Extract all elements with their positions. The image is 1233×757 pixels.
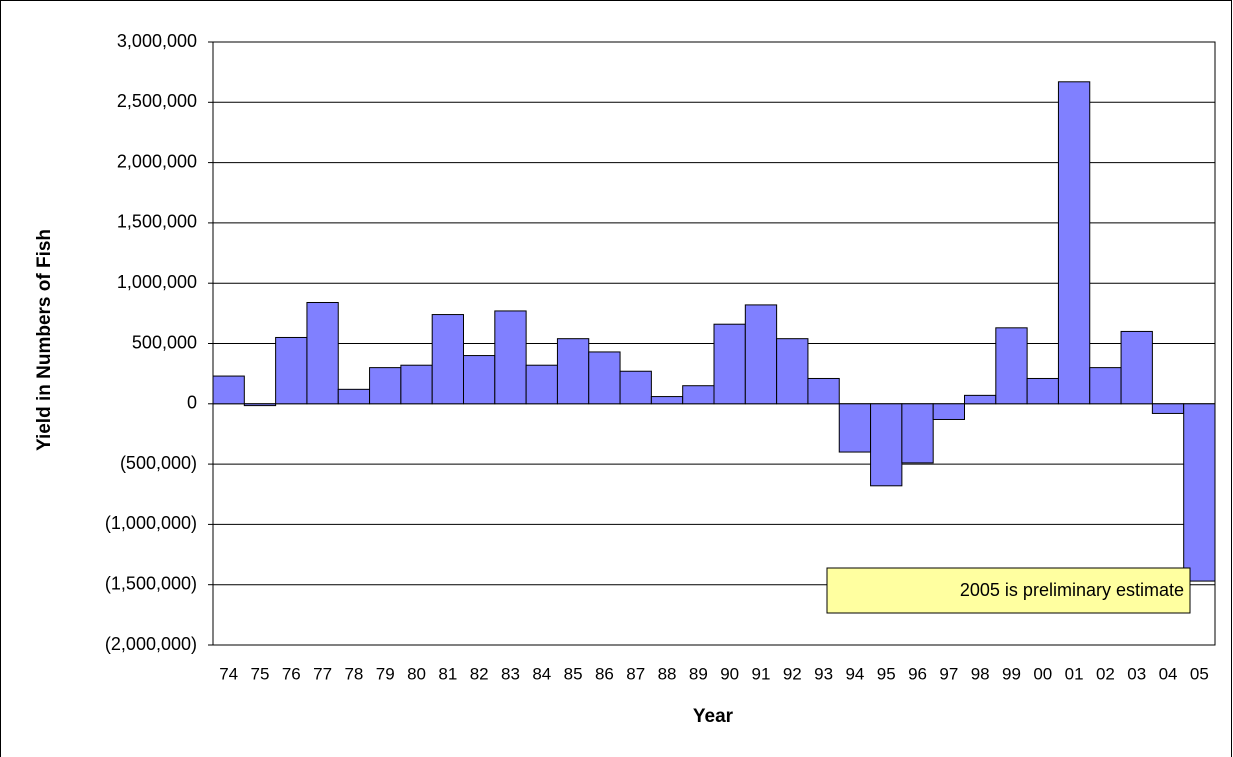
x-tick-label: 90	[720, 664, 739, 683]
x-tick-label: 98	[971, 664, 990, 683]
plot-frame	[212, 41, 1216, 646]
bar	[995, 327, 1028, 405]
x-tick-label: 91	[752, 664, 771, 683]
bar	[243, 403, 277, 407]
y-tick-label: (1,500,000)	[105, 573, 197, 593]
bar	[901, 403, 934, 464]
x-tick-label: 89	[689, 664, 708, 683]
bar	[1057, 81, 1091, 405]
x-tick-label: 78	[344, 664, 363, 683]
bar	[337, 388, 371, 405]
y-tick-label: 1,000,000	[117, 272, 197, 292]
y-tick-label: 1,500,000	[117, 212, 197, 232]
x-tick-label: 84	[532, 664, 551, 683]
y-axis-title: Yield in Numbers of Fish	[34, 229, 55, 451]
x-tick-label: 00	[1033, 664, 1052, 683]
x-axis-title: Year	[693, 706, 734, 727]
annotation: 2005 is preliminary estimate	[960, 580, 1184, 600]
bar	[306, 301, 339, 405]
bar	[682, 385, 715, 405]
x-tick-label: 92	[783, 664, 802, 683]
x-tick-label: 82	[470, 664, 489, 683]
x-tick-label: 77	[313, 664, 332, 683]
x-tick-label: 99	[1002, 664, 1021, 683]
bar	[494, 310, 527, 405]
annotation-box	[826, 567, 1191, 614]
x-tick-label: 83	[501, 664, 520, 683]
bar	[588, 351, 621, 405]
x-tick-label: 96	[908, 664, 927, 683]
bar	[870, 403, 903, 487]
x-tick-label: 86	[595, 664, 614, 683]
bar	[838, 403, 872, 453]
y-tick-label: (1,000,000)	[105, 513, 197, 533]
x-tick-label: 87	[626, 664, 645, 683]
bar	[1089, 367, 1122, 405]
bar	[1183, 403, 1216, 582]
bar	[776, 338, 809, 405]
bar	[275, 336, 308, 405]
bar	[650, 396, 684, 405]
y-tick-label: 3,000,000	[117, 31, 197, 51]
x-tick-label: 85	[564, 664, 583, 683]
x-tick-label: 93	[814, 664, 833, 683]
bar	[619, 370, 652, 405]
bar	[744, 304, 778, 405]
bar	[1120, 330, 1153, 405]
x-tick-label: 88	[658, 664, 677, 683]
bar	[932, 403, 965, 420]
x-tick-label: 95	[877, 664, 896, 683]
x-tick-label: 79	[376, 664, 395, 683]
bar	[369, 367, 402, 405]
bar	[1151, 403, 1185, 414]
x-tick-label: 02	[1096, 664, 1115, 683]
y-tick-label: (500,000)	[120, 453, 197, 473]
x-tick-label: 04	[1159, 664, 1178, 683]
bar	[463, 355, 496, 405]
bar	[400, 364, 433, 405]
y-tick-label: 2,000,000	[117, 151, 197, 171]
bar	[964, 394, 997, 405]
bar	[525, 364, 558, 405]
x-tick-label: 74	[219, 664, 238, 683]
x-tick-label: 75	[251, 664, 270, 683]
y-tick-label: 0	[187, 393, 197, 413]
x-tick-label: 94	[845, 664, 864, 683]
x-tick-label: 80	[407, 664, 426, 683]
bar	[1026, 377, 1059, 405]
x-tick-label: 05	[1190, 664, 1209, 683]
bar	[807, 377, 840, 405]
bar	[713, 323, 746, 405]
x-tick-label: 03	[1127, 664, 1146, 683]
x-tick-label: 81	[438, 664, 457, 683]
y-tick-label: (2,000,000)	[105, 634, 197, 654]
x-tick-label: 76	[282, 664, 301, 683]
x-tick-label: 97	[939, 664, 958, 683]
bar	[556, 338, 590, 405]
bar	[212, 375, 245, 405]
bar	[431, 314, 464, 405]
y-tick-label: 2,500,000	[117, 91, 197, 111]
x-tick-label: 01	[1065, 664, 1084, 683]
y-tick-label: 500,000	[132, 332, 197, 352]
